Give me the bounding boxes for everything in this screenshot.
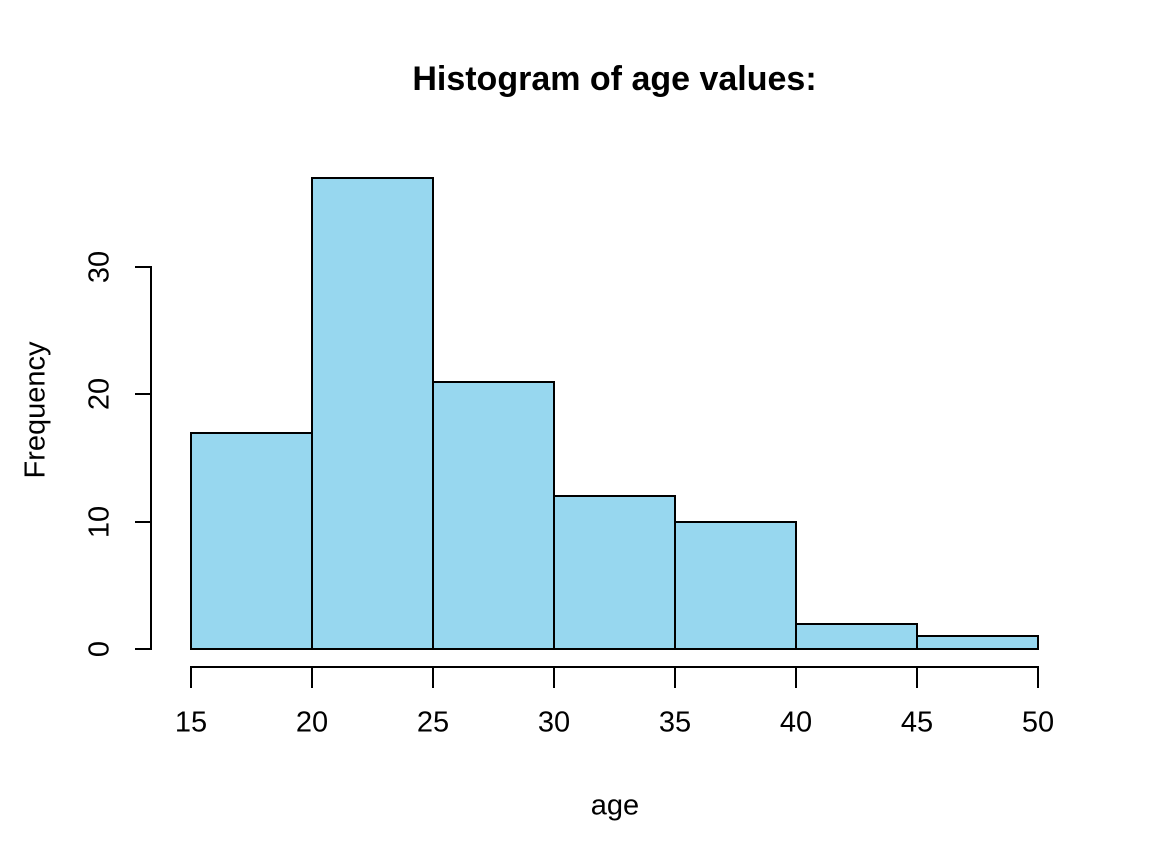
x-tick-mark [1037, 668, 1039, 688]
histogram-bar [795, 622, 918, 650]
x-tick-label: 35 [658, 706, 692, 739]
histogram-bar [432, 380, 555, 650]
y-tick-label: 30 [83, 250, 116, 284]
y-tick-mark [135, 520, 150, 523]
y-tick-label: 0 [83, 640, 116, 658]
x-axis-line [190, 666, 1039, 668]
x-tick-mark [190, 668, 192, 688]
x-tick-mark [311, 668, 313, 688]
y-axis-label: Frequency [19, 341, 52, 479]
y-tick-mark [135, 266, 150, 268]
y-axis-line [150, 266, 152, 650]
histogram-bar [674, 520, 797, 650]
y-tick-label: 10 [83, 505, 116, 538]
x-axis-label: age [590, 789, 640, 822]
histogram-bar [311, 176, 434, 650]
x-tick-mark [553, 668, 555, 688]
x-tick-mark [916, 668, 918, 688]
x-tick-label: 25 [416, 706, 450, 739]
x-tick-label: 15 [174, 706, 208, 739]
x-tick-label: 50 [1021, 706, 1055, 739]
x-tick-label: 20 [295, 706, 329, 739]
y-tick-mark [135, 393, 150, 396]
x-tick-mark [795, 668, 797, 688]
histogram-bar [916, 635, 1039, 650]
y-tick-mark [135, 648, 150, 650]
x-tick-label: 45 [900, 706, 934, 739]
y-tick-label: 20 [83, 378, 116, 411]
x-tick-label: 30 [537, 706, 571, 739]
x-tick-label: 40 [779, 706, 813, 739]
histogram-bar [190, 431, 313, 650]
x-tick-mark [674, 668, 676, 688]
x-tick-mark [432, 668, 434, 688]
histogram-bar [553, 495, 676, 650]
chart-title: Histogram of age values: [412, 60, 817, 98]
